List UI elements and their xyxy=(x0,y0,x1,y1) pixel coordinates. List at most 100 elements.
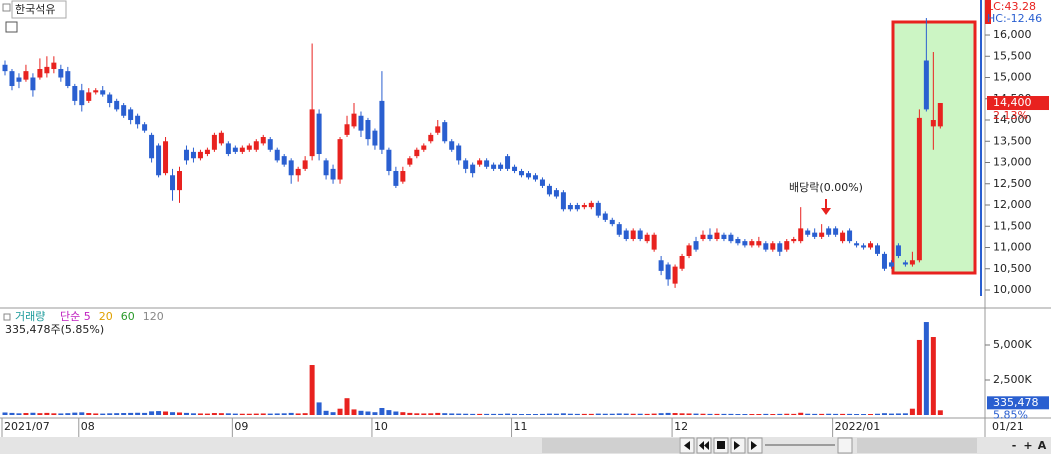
volume-bar xyxy=(16,413,22,415)
volume-bar xyxy=(79,412,85,415)
candle-body xyxy=(735,239,741,244)
volume-bar xyxy=(309,365,315,415)
candle-body xyxy=(700,234,706,240)
cursor-date: 01/21 xyxy=(992,420,1024,433)
volume-bar xyxy=(183,412,189,415)
volume-bar xyxy=(644,413,650,415)
table-icon[interactable] xyxy=(5,21,18,33)
candle-body xyxy=(170,175,176,191)
volume-bar xyxy=(330,412,336,415)
volume-bar xyxy=(379,408,385,415)
volume-bar xyxy=(337,408,343,415)
candle-body xyxy=(260,137,266,144)
candle-body xyxy=(630,230,636,240)
candle-body xyxy=(588,202,594,208)
volume-bar xyxy=(700,413,706,415)
volume-bar xyxy=(232,413,238,415)
candle-body xyxy=(609,219,615,225)
volume-bar xyxy=(826,413,832,415)
x-tick-label: 08 xyxy=(81,420,95,433)
last-price-label: 14,400 xyxy=(993,96,1032,109)
volume-bar xyxy=(588,413,594,415)
volume-bar xyxy=(135,412,141,415)
candle-body xyxy=(30,77,36,91)
toolbar-button[interactable]: A xyxy=(1038,439,1047,452)
toolbar-button[interactable]: - xyxy=(1012,439,1017,452)
volume-bar xyxy=(344,398,350,415)
candle-body xyxy=(142,124,148,131)
volume-bar xyxy=(435,412,441,415)
candle-body xyxy=(826,228,832,235)
candle-body xyxy=(274,149,280,161)
candle-body xyxy=(114,100,120,110)
volume-bar xyxy=(253,413,259,415)
candle-body xyxy=(840,232,846,242)
volume-bar xyxy=(888,413,894,415)
volume-bar xyxy=(407,412,413,415)
candle-body xyxy=(323,160,329,176)
volume-bar xyxy=(9,412,15,415)
y-tick-label: 14,000 xyxy=(993,113,1032,126)
volume-bar xyxy=(805,413,811,415)
candle-body xyxy=(749,241,755,246)
annotation-arrowhead xyxy=(821,208,831,215)
volume-bar xyxy=(316,402,322,415)
volume-bar xyxy=(707,413,713,415)
volume-bar xyxy=(463,413,469,415)
candle-body xyxy=(442,122,448,142)
candle-body xyxy=(267,139,273,150)
volume-bar xyxy=(351,409,357,415)
candle-body xyxy=(798,228,804,242)
candle-body xyxy=(421,145,427,150)
volume-bar xyxy=(100,413,106,415)
candle-body xyxy=(288,160,294,176)
volume-bar xyxy=(86,413,92,415)
icon xyxy=(751,441,757,450)
candle-body xyxy=(812,232,818,237)
button[interactable] xyxy=(837,437,853,454)
candle-body xyxy=(44,66,50,74)
candle-body xyxy=(309,109,315,157)
candle-body xyxy=(358,115,364,131)
volume-bar xyxy=(246,413,252,415)
y-tick-label: 16,000 xyxy=(993,28,1032,41)
toolbar-button[interactable]: + xyxy=(1023,439,1032,452)
x-tick-label: 2021/07 xyxy=(4,420,50,433)
candle-body xyxy=(567,205,573,210)
volume-bar xyxy=(909,408,915,415)
ma-label: 단순 5 xyxy=(60,310,91,323)
y-tick-label: 11,000 xyxy=(993,241,1032,254)
candle-body xyxy=(477,160,483,165)
candle-body xyxy=(79,90,85,106)
volume-bar xyxy=(721,413,727,415)
annotation: 배당락(0.00%) xyxy=(789,181,863,194)
candle-body xyxy=(861,245,867,248)
volume-bar xyxy=(937,410,943,415)
candle-body xyxy=(2,64,8,72)
candle-body xyxy=(784,241,790,250)
change-label: 2.13% xyxy=(993,109,1028,122)
volume-bar xyxy=(37,413,43,415)
candle-body xyxy=(742,241,748,246)
candle-body xyxy=(9,71,15,87)
volume-bar xyxy=(854,414,860,415)
volume-bar xyxy=(170,412,176,415)
volume-bar xyxy=(393,411,399,415)
volume-bar xyxy=(930,337,936,415)
candle-body xyxy=(435,126,441,133)
volume-bar xyxy=(567,413,573,415)
volume-bar xyxy=(72,412,78,415)
volume-bar xyxy=(895,413,901,415)
icon xyxy=(3,313,11,321)
y-tick-label: 10,500 xyxy=(993,262,1032,275)
last-price-marker xyxy=(987,96,1049,111)
candle-body xyxy=(37,69,43,78)
candle-body xyxy=(163,141,169,174)
candle-body xyxy=(651,234,657,250)
candle-body xyxy=(456,145,462,161)
candle-body xyxy=(177,171,182,191)
candle-body xyxy=(805,230,811,235)
candle-body xyxy=(847,230,853,242)
candle-body xyxy=(560,192,566,210)
